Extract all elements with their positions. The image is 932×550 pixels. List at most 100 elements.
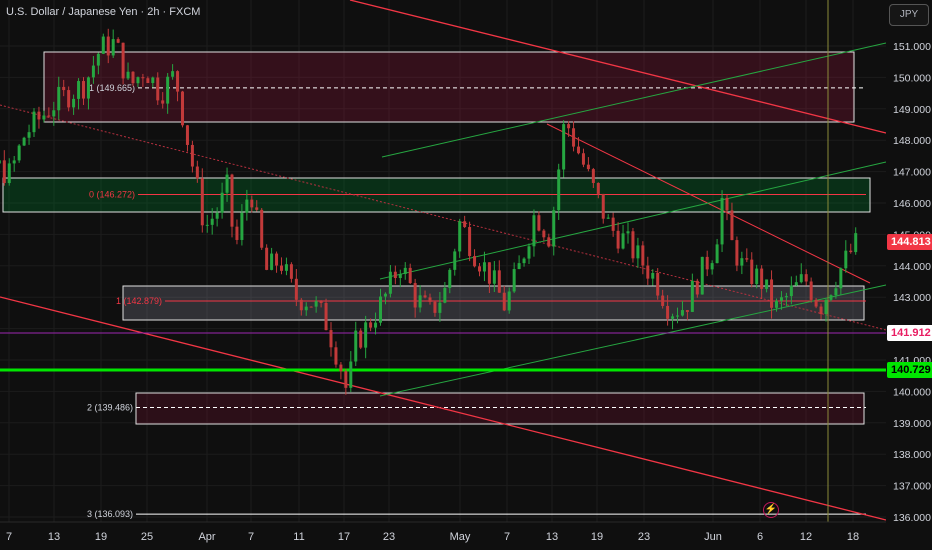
price-axis-label: 147.000 (893, 167, 931, 179)
candle-body (195, 166, 199, 179)
candle-body (760, 268, 764, 289)
fib-label: 0 (146.272) (89, 189, 135, 199)
candle-body (166, 76, 170, 104)
candle-body (735, 240, 739, 266)
price-axis-label: 149.000 (893, 104, 931, 116)
time-axis-label: 19 (95, 531, 107, 543)
candle-body (621, 233, 625, 249)
candle-body (364, 322, 368, 348)
candle-body (577, 146, 580, 154)
candle-body (314, 301, 318, 307)
candle-body (631, 231, 635, 259)
price-axis-label: 150.000 (893, 72, 931, 84)
candle-body (656, 272, 660, 296)
trend-green-mid (379, 161, 887, 280)
candle-body (829, 295, 833, 300)
candle-body (849, 250, 853, 253)
candle-body (275, 253, 279, 266)
candle-body (72, 98, 76, 108)
candle-body (190, 144, 194, 167)
candle-body (512, 269, 516, 292)
price-axis-label: 144.000 (893, 261, 931, 273)
time-axis-label: 7 (6, 531, 12, 543)
candle-body (77, 81, 81, 99)
candle-body (260, 209, 264, 248)
candle-body (547, 237, 551, 247)
time-axis-label: Apr (198, 531, 215, 543)
candle-body (2, 160, 6, 184)
candle-body (116, 39, 120, 43)
candle-body (7, 163, 11, 184)
candle-body (185, 125, 189, 145)
candle-body (502, 292, 506, 311)
price-axis-label: 138.000 (893, 449, 931, 461)
candle-body (52, 110, 56, 117)
trend-green-upper (381, 42, 887, 158)
candle-body (47, 115, 51, 117)
candle-body (230, 174, 234, 227)
candle-body (725, 197, 729, 211)
candle-body (205, 224, 209, 226)
price-axis-label: 137.000 (893, 481, 931, 493)
price-tag: 140.729 (887, 362, 932, 378)
time-axis-label: 23 (638, 531, 650, 543)
candle-body (32, 111, 36, 133)
candle-body (161, 100, 165, 104)
candle-body (676, 315, 679, 317)
candle-body (289, 264, 293, 279)
candle-body (636, 245, 640, 259)
zone-lower (135, 392, 865, 425)
currency-button[interactable]: JPY (889, 4, 929, 26)
price-axis-label: 139.000 (893, 418, 931, 430)
candle-body (839, 268, 843, 289)
candle-body (468, 227, 472, 257)
candle-body (156, 77, 160, 101)
trend-red-lower (0, 296, 887, 521)
candle-body (344, 371, 348, 388)
candle-body (82, 81, 85, 99)
candle-body (284, 264, 288, 271)
time-axis (0, 522, 886, 550)
candle-body (705, 256, 709, 270)
time-axis-label: 6 (757, 531, 763, 543)
candle-body (215, 212, 219, 219)
candle-body (532, 215, 536, 247)
price-axis-label: 151.000 (893, 41, 931, 53)
candle-body (616, 230, 620, 249)
candle-body (527, 246, 531, 259)
candle-body (641, 245, 645, 266)
candle-body (309, 306, 313, 308)
time-axis-label: 19 (591, 531, 603, 543)
candle-body (497, 270, 501, 293)
fib-label: 1 (142.879) (116, 296, 162, 306)
candle-body (255, 207, 259, 210)
candle-body (611, 217, 615, 231)
candle-body (562, 124, 566, 170)
candle-body (799, 274, 803, 283)
bolt-icon[interactable]: ⚡ (763, 502, 779, 518)
candle-body (37, 111, 41, 120)
candle-body (661, 295, 665, 306)
candle-body (844, 250, 848, 269)
time-axis-label: 13 (546, 531, 558, 543)
candle-body (581, 153, 585, 165)
candle-body (596, 182, 600, 194)
fib-label: 2 (139.486) (87, 403, 133, 413)
candle-body (151, 77, 155, 84)
candle-body (586, 164, 590, 170)
candle-body (537, 215, 541, 231)
candle-body (572, 128, 576, 147)
candle-body (522, 258, 526, 264)
price-axis-label: 143.000 (893, 292, 931, 304)
candle-body (57, 86, 61, 111)
candle-body (280, 265, 283, 271)
candle-body (478, 266, 481, 272)
candle-body (374, 322, 378, 328)
candle-body (379, 296, 382, 323)
candle-body (319, 301, 323, 303)
candle-body (181, 91, 184, 126)
candle-body (210, 218, 214, 225)
candle-body (393, 271, 397, 279)
candle-body (745, 258, 749, 260)
